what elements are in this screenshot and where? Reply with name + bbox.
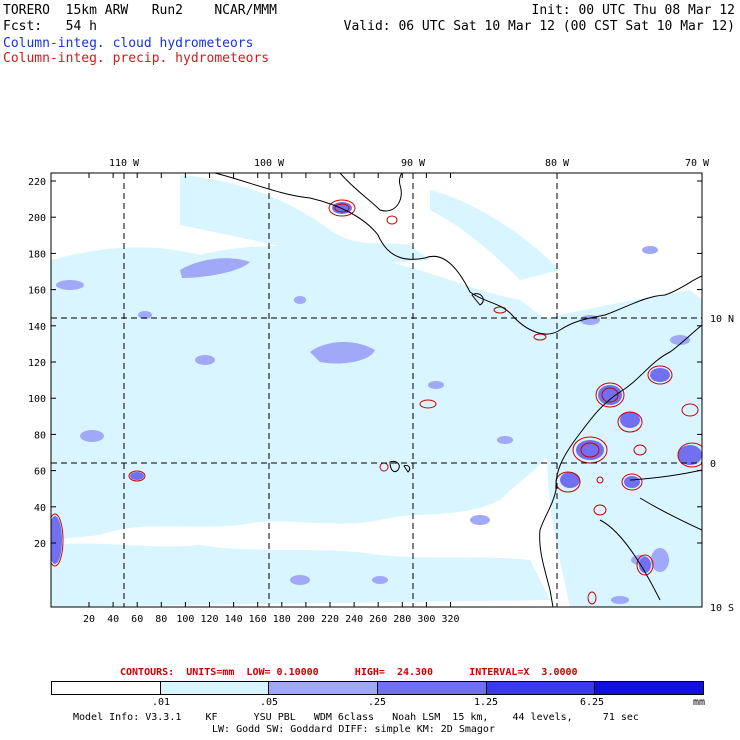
y-tick-label: 120 [28, 358, 46, 369]
colorbar-label-4: 1.25 [474, 697, 499, 708]
y-tick-label: 40 [34, 503, 46, 514]
valid-time: Valid: 06 UTC Sat 10 Mar 12 (00 CST Sat … [343, 19, 735, 34]
colorbar-bin-2 [160, 682, 270, 694]
lat-label: 10 S [710, 603, 734, 614]
x-tick-label: 280 [393, 614, 411, 625]
model-info: Model Info: V3.3.1 KF YSU PBL WDM 6class… [73, 712, 639, 723]
cloud-field [51, 173, 702, 607]
x-tick-label: 40 [107, 614, 119, 625]
lat-label: 10 N [710, 314, 734, 325]
lon-label: 110 W [109, 158, 140, 169]
contours-info: CONTOURS: UNITS=mm LOW= 0.10000 HIGH= 24… [120, 667, 578, 678]
lon-label: 90 W [401, 158, 426, 169]
colorbar-unit: mm [693, 697, 706, 708]
colorbar-label-5: 6.25 [580, 697, 605, 708]
colorbar-label-3: .25 [368, 697, 387, 708]
x-tick-label: 100 [176, 614, 194, 625]
x-tick-label: 240 [345, 614, 363, 625]
x-tick-label: 180 [273, 614, 291, 625]
colorbar-label-2: .05 [260, 697, 279, 708]
x-tick-label: 20 [83, 614, 95, 625]
y-tick-label: 180 [28, 249, 46, 260]
model-title: TORERO 15km ARW Run2 NCAR/MMM [3, 3, 277, 18]
colorbar-bin-3 [269, 682, 379, 694]
x-tick-label: 220 [321, 614, 339, 625]
y-tick-label: 80 [34, 430, 46, 441]
colorbar-bin-6 [595, 682, 704, 694]
x-tick-label: 260 [369, 614, 387, 625]
physics-info: LW: Godd SW: Goddard DIFF: simple KM: 2D… [212, 724, 495, 735]
colorbar-bin-1 [52, 682, 161, 694]
x-tick-label: 60 [131, 614, 143, 625]
x-tick-label: 160 [249, 614, 267, 625]
field-cloud-label: Column-integ. cloud hydrometeors [3, 36, 254, 51]
colorbar-bin-4 [378, 682, 487, 694]
x-tick-label: 300 [417, 614, 435, 625]
y-tick-label: 200 [28, 213, 46, 224]
lat-label: 0 [710, 459, 716, 470]
x-tick-label: 120 [200, 614, 218, 625]
x-tick-label: 80 [155, 614, 167, 625]
init-time: Init: 00 UTC Thu 08 Mar 12 [531, 3, 736, 18]
lon-label: 100 W [254, 158, 285, 169]
lon-label: 70 W [685, 158, 710, 169]
x-tick-label: 140 [225, 614, 243, 625]
lon-label: 80 W [545, 158, 570, 169]
y-tick-label: 100 [28, 394, 46, 405]
field-precip-label: Column-integ. precip. hydrometeors [3, 51, 270, 66]
colorbar-label-1: .01 [152, 697, 171, 708]
x-tick-label: 200 [297, 614, 315, 625]
y-tick-label: 220 [28, 177, 46, 188]
colorbar-bin-5 [486, 682, 596, 694]
y-tick-label: 140 [28, 322, 46, 333]
y-tick-label: 160 [28, 286, 46, 297]
forecast-hour: Fcst: 54 h [3, 19, 97, 34]
y-tick-label: 60 [34, 467, 46, 478]
x-tick-label: 320 [441, 614, 459, 625]
y-tick-label: 20 [34, 539, 46, 550]
map-frame [50, 172, 703, 608]
colorbar [51, 681, 704, 695]
